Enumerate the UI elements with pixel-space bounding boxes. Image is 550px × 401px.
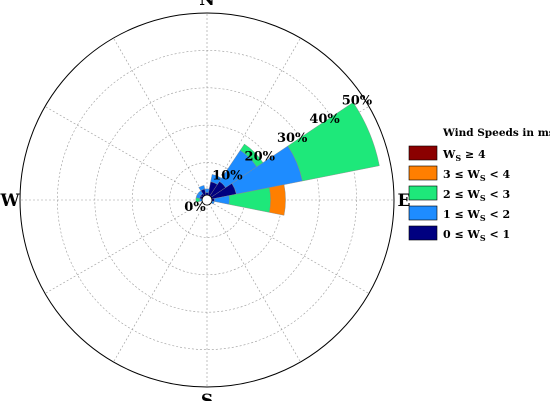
grid-spoke — [44, 106, 208, 201]
center-hub — [201, 194, 213, 206]
petal-segment — [287, 102, 380, 182]
legend-title: Wind Speeds in ms-1 — [442, 124, 550, 139]
grid-spoke — [44, 199, 208, 294]
petal-segment — [204, 188, 210, 193]
legend-entry-label: 1 ≤ WS < 2 — [443, 208, 510, 223]
legend-swatch — [408, 185, 438, 201]
petal-segment — [269, 184, 286, 216]
legend-entry-label: 2 ≤ WS < 3 — [443, 188, 510, 203]
radial-tick-label: 20% — [245, 150, 276, 165]
legend-swatch — [408, 205, 438, 221]
grid-spoke — [113, 199, 208, 363]
grid-spoke — [206, 37, 301, 201]
direction-label-e: E — [398, 191, 411, 211]
radial-tick-label: 40% — [309, 112, 340, 127]
legend: Wind Speeds in ms-1 WS ≥ 4 3 ≤ WS < 4 2 ≤ W… — [408, 124, 550, 243]
direction-label-w: W — [0, 191, 20, 211]
legend-swatch — [408, 145, 438, 161]
legend-swatch — [408, 225, 438, 241]
radial-tick-label: 0% — [184, 200, 206, 215]
petal-segment — [198, 185, 206, 191]
grid-spoke — [206, 199, 370, 294]
radial-tick-label: 50% — [342, 94, 373, 109]
petal-segment — [239, 143, 264, 168]
radial-tick-label: 10% — [212, 168, 243, 183]
petal-segment — [195, 193, 202, 199]
legend-entry-label: WS ≥ 4 — [442, 148, 486, 163]
grid-spoke — [206, 199, 301, 363]
petal-segment — [210, 174, 222, 185]
labels: N E S W 0% 10%20%30%40%50% — [0, 0, 411, 401]
direction-label-n: N — [199, 0, 215, 10]
legend-swatch — [408, 165, 438, 181]
direction-label-s: S — [201, 391, 213, 401]
petal-segment — [195, 197, 200, 203]
petals — [195, 102, 380, 216]
legend-entry-label: 3 ≤ WS < 4 — [443, 168, 511, 183]
radial-tick-label: 30% — [277, 131, 308, 146]
legend-entry-label: 0 ≤ WS < 1 — [443, 228, 510, 243]
outer-circle — [19, 12, 395, 388]
grid-spoke — [113, 37, 208, 201]
